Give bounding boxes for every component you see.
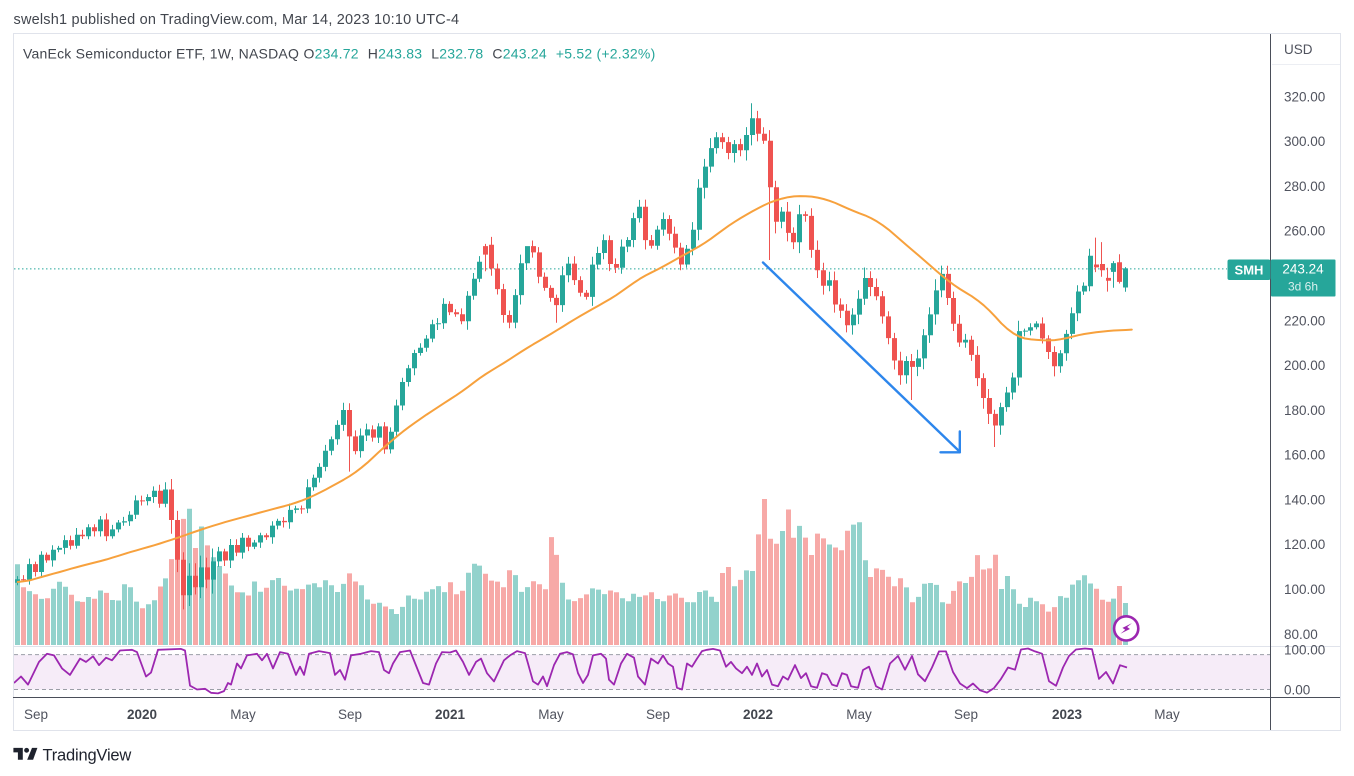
- svg-text:320.00: 320.00: [1284, 89, 1325, 104]
- svg-text:0.00: 0.00: [1284, 683, 1310, 698]
- svg-text:Sep: Sep: [646, 707, 670, 722]
- svg-text:TradingView: TradingView: [43, 747, 132, 765]
- svg-text:200.00: 200.00: [1284, 358, 1325, 373]
- svg-text:SMH: SMH: [1235, 263, 1264, 278]
- svg-text:140.00: 140.00: [1284, 492, 1325, 507]
- svg-text:3d 6h: 3d 6h: [1288, 280, 1318, 294]
- svg-text:160.00: 160.00: [1284, 448, 1325, 463]
- svg-text:180.00: 180.00: [1284, 403, 1325, 418]
- svg-text:Sep: Sep: [954, 707, 978, 722]
- svg-text:260.00: 260.00: [1284, 224, 1325, 239]
- svg-text:Sep: Sep: [24, 707, 48, 722]
- svg-text:VanEck Semiconductor ETF, 1W,: VanEck Semiconductor ETF, 1W, NASDAQ O234…: [23, 46, 655, 62]
- svg-text:May: May: [846, 707, 872, 722]
- svg-text:Sep: Sep: [338, 707, 362, 722]
- svg-text:2020: 2020: [127, 707, 157, 722]
- svg-text:300.00: 300.00: [1284, 134, 1325, 149]
- svg-text:100.00: 100.00: [1284, 582, 1325, 597]
- svg-text:USD: USD: [1284, 42, 1313, 57]
- svg-text:2023: 2023: [1052, 707, 1083, 722]
- svg-text:100.00: 100.00: [1284, 643, 1325, 658]
- svg-text:120.00: 120.00: [1284, 537, 1325, 552]
- svg-text:243.24: 243.24: [1282, 262, 1324, 277]
- svg-text:May: May: [230, 707, 256, 722]
- svg-text:280.00: 280.00: [1284, 179, 1325, 194]
- svg-text:2021: 2021: [435, 707, 466, 722]
- svg-text:swelsh1 published on TradingVi: swelsh1 published on TradingView.com, Ma…: [14, 12, 460, 28]
- svg-text:May: May: [1154, 707, 1180, 722]
- svg-text:2022: 2022: [743, 707, 773, 722]
- svg-text:May: May: [538, 707, 564, 722]
- svg-text:80.00: 80.00: [1284, 627, 1318, 642]
- svg-text:220.00: 220.00: [1284, 313, 1325, 328]
